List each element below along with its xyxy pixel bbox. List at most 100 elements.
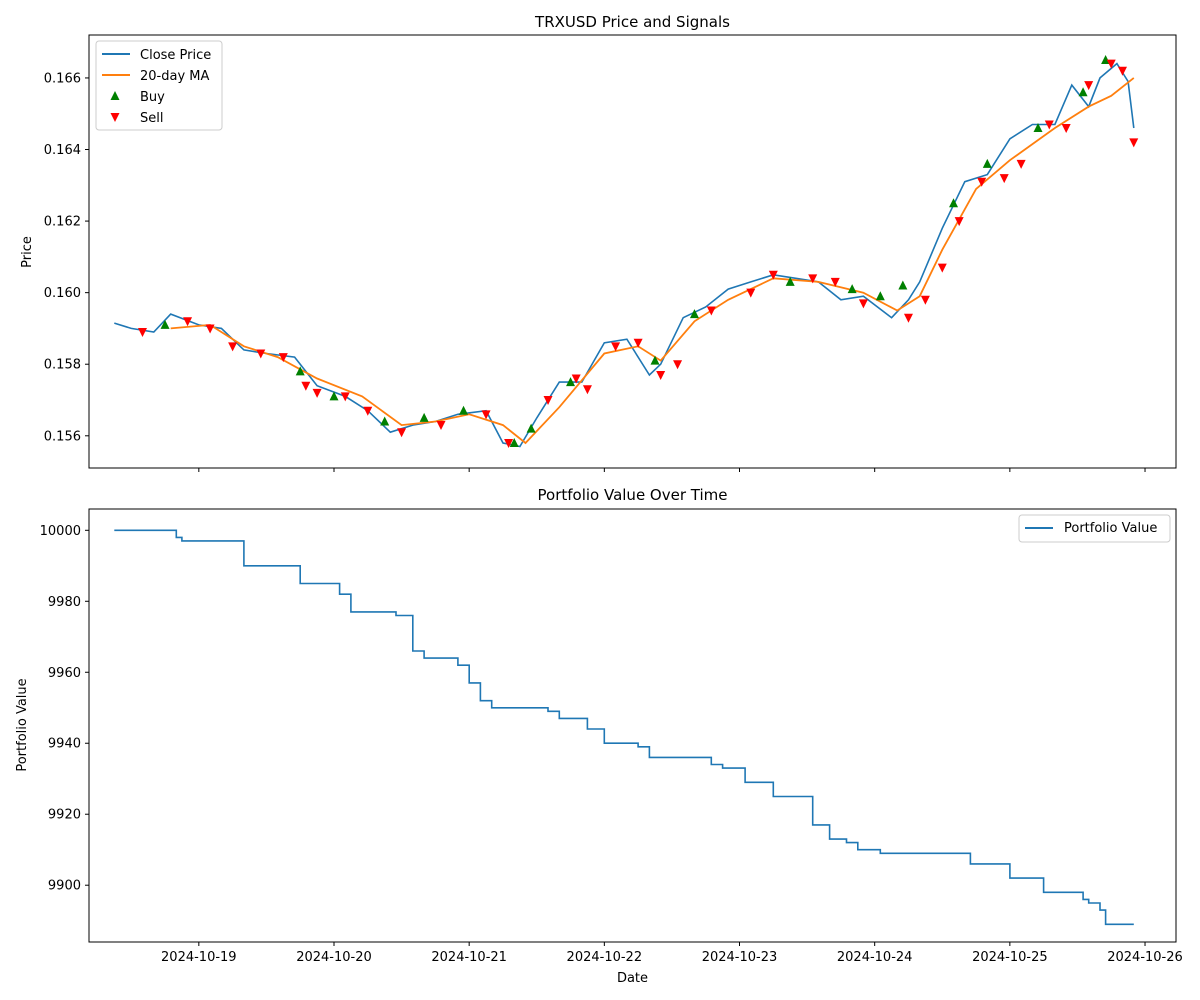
buy-signal-marker	[295, 366, 305, 376]
sell-signal-marker	[1016, 159, 1026, 169]
portfolio-y-tick-label: 9900	[48, 879, 81, 894]
price-plot-area	[114, 55, 1139, 448]
portfolio-x-tick-label: 2024-10-21	[431, 950, 507, 965]
sell-signal-marker	[746, 288, 756, 298]
buy-signal-marker	[1033, 123, 1043, 133]
portfolio-x-tick-label: 2024-10-23	[702, 950, 778, 965]
buy-signal-marker	[982, 158, 992, 168]
sell-signal-marker	[1061, 124, 1071, 134]
portfolio-x-tick-label: 2024-10-22	[567, 950, 643, 965]
sell-signal-marker	[633, 338, 643, 348]
portfolio-plot-area	[114, 529, 1134, 926]
price-y-tick-label: 0.164	[44, 143, 81, 158]
price-y-tick-label: 0.160	[44, 286, 81, 301]
sell-signal-marker	[656, 370, 666, 380]
sell-signal-marker	[1106, 59, 1116, 69]
sell-signal-marker	[256, 349, 266, 359]
price-chart-title: TRXUSD Price and Signals	[534, 13, 730, 31]
sell-signal-marker	[543, 396, 553, 406]
portfolio-y-tick-label: 9920	[48, 808, 81, 823]
sell-signal-marker	[582, 385, 592, 395]
sell-signal-marker	[228, 342, 238, 352]
legend-label-buy: Buy	[140, 90, 165, 105]
price-y-tick-label: 0.158	[44, 358, 81, 373]
sell-signal-marker	[571, 374, 581, 384]
legend-label-sell: Sell	[140, 111, 163, 126]
legend-label-ma: 20-day MA	[140, 69, 209, 84]
buy-signal-marker	[566, 377, 576, 387]
portfolio-x-ticks: 2024-10-19 2024-10-20 2024-10-21 2024-10-22…	[161, 942, 1183, 965]
buy-signal-marker	[898, 280, 908, 290]
buy-signal-marker	[509, 437, 519, 447]
price-y-ticks: 0.156 0.158 0.160 0.162 0.164 0.166	[44, 71, 89, 444]
portfolio-y-ticks: 9900 9920 9940 9960 9980 10000	[40, 524, 89, 894]
sell-signal-marker	[999, 174, 1009, 184]
sell-signal-marker	[481, 410, 491, 420]
buy-signal-marker	[875, 291, 885, 301]
sell-signal-marker	[1084, 81, 1094, 91]
portfolio-legend: Portfolio Value	[1018, 514, 1171, 543]
portfolio-chart-title: Portfolio Value Over Time	[538, 486, 728, 504]
sell-signal-marker	[1117, 66, 1127, 76]
sell-signal-marker	[977, 177, 987, 187]
sell-signal-marker	[397, 428, 407, 438]
sell-signal-marker	[301, 381, 311, 391]
portfolio-x-tick-label: 2024-10-20	[296, 950, 372, 965]
price-panel: TRXUSD Price and Signals Price 0.1560.15…	[20, 13, 1177, 472]
legend-label-close: Close Price	[140, 48, 211, 63]
buy-signal-marker	[526, 423, 536, 433]
sell-signal-marker	[183, 317, 193, 327]
sell-signal-marker	[363, 406, 373, 416]
portfolio-x-tick-label: 2024-10-19	[161, 950, 237, 965]
sell-signal-marker	[1129, 138, 1139, 148]
sell-signal-marker	[504, 438, 514, 448]
sell-signal-marker	[954, 217, 964, 227]
moving-average-line	[170, 77, 1135, 445]
portfolio-x-tick-label: 2024-10-24	[837, 950, 913, 965]
buy-signal-marker	[847, 284, 857, 294]
buy-signal-marker	[650, 355, 660, 365]
sell-signal-marker	[903, 313, 913, 323]
sell-signal-marker	[138, 328, 148, 338]
buy-signal-marker	[160, 319, 170, 329]
price-x-ticks	[198, 468, 1146, 472]
portfolio-y-axis-label: Portfolio Value	[15, 678, 30, 771]
sell-signal-marker	[673, 360, 683, 370]
close-price-line	[114, 62, 1135, 448]
sell-signal-marker	[830, 277, 840, 287]
portfolio-y-tick-label: 9980	[48, 595, 81, 610]
buy-signal-marker	[329, 391, 339, 401]
price-axes-frame	[88, 34, 1177, 469]
buy-signal-marker	[459, 405, 469, 415]
sell-signal-marker	[768, 270, 778, 280]
sell-signal-marker	[340, 392, 350, 402]
buy-signal-marker	[380, 416, 390, 426]
portfolio-value-line	[114, 529, 1134, 926]
buy-signal-marker	[785, 276, 795, 286]
portfolio-x-tick-label: 2024-10-26	[1107, 950, 1183, 965]
portfolio-x-tick-label: 2024-10-25	[972, 950, 1048, 965]
sell-signal-marker	[858, 299, 868, 309]
portfolio-y-tick-label: 9940	[48, 737, 81, 752]
buy-signal-marker	[949, 198, 959, 208]
price-y-tick-label: 0.162	[44, 215, 81, 230]
sell-signal-marker	[937, 263, 947, 273]
sell-signal-marker	[611, 342, 621, 352]
buy-signal-marker	[1078, 87, 1088, 97]
portfolio-y-tick-label: 9960	[48, 666, 81, 681]
portfolio-x-axis-label: Date	[617, 971, 648, 986]
sell-signal-marker	[205, 324, 215, 334]
buy-signal-marker	[689, 309, 699, 319]
portfolio-axes-frame	[88, 508, 1177, 943]
portfolio-panel: Portfolio Value Over Time Portfolio Valu…	[15, 486, 1183, 986]
price-legend: Close Price 20-day MA Buy Sell	[95, 40, 223, 131]
sell-signal-marker	[920, 295, 930, 305]
buy-signal-marker	[419, 412, 429, 422]
legend-swatch-buy	[110, 91, 120, 100]
sell-signal-marker	[312, 388, 322, 398]
legend-swatch-sell	[110, 113, 120, 122]
legend-label-portfolio: Portfolio Value	[1064, 521, 1157, 536]
sell-signal-marker	[706, 306, 716, 316]
sell-signal-marker	[278, 353, 288, 363]
